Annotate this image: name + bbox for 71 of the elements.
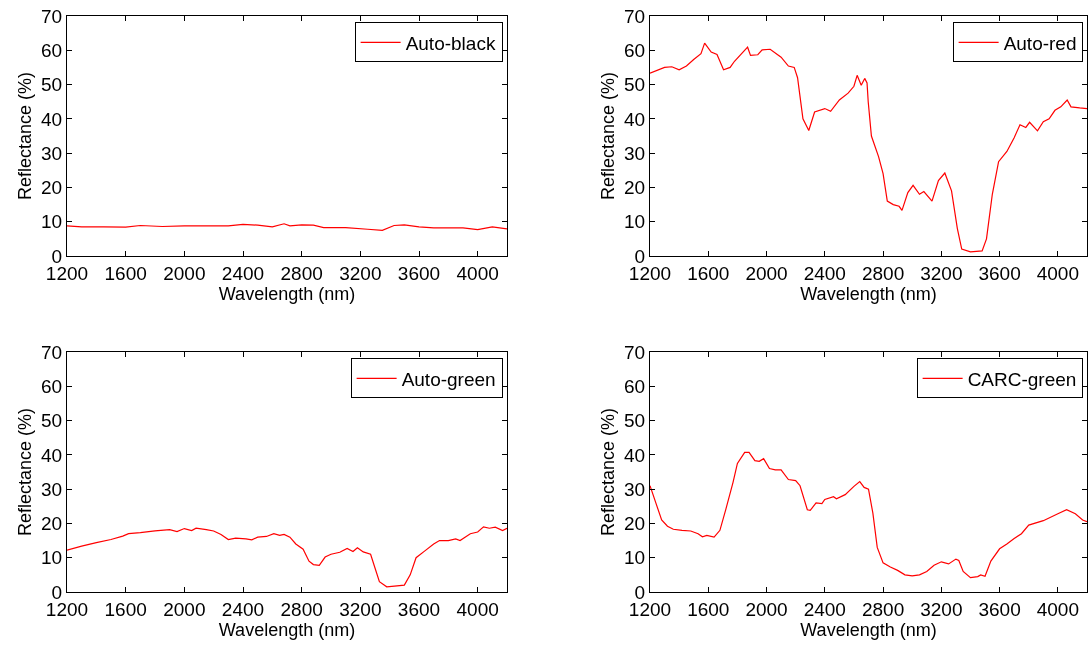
x-axis-title: Wavelength (nm) [218,619,356,640]
y-tick-label: 10 [624,547,646,569]
y-tick-label: 30 [41,142,63,164]
y-tick-label: 40 [624,444,646,466]
y-axis-title: Reflectance (%) [15,407,36,537]
y-tick-label: 50 [624,74,646,96]
y-tick-label: 70 [41,5,63,27]
y-tick-label: 70 [624,341,646,363]
y-tick-label: 30 [624,478,646,500]
y-tick-label: 50 [41,74,63,96]
y-tick-label: 10 [41,211,63,233]
x-tick-label: 3600 [978,262,1021,284]
x-tick-label: 2800 [861,262,905,284]
legend-label: Auto-red [1003,32,1077,54]
x-tick-label: 1600 [104,598,147,620]
y-tick-label: 60 [624,39,646,61]
x-tick-label: 4000 [456,598,499,620]
x-tick-label: 3600 [397,598,441,620]
x-tick-label: 3200 [920,262,963,284]
x-tick-label: 2800 [280,262,323,284]
x-tick-label: 4000 [456,262,499,284]
x-tick-label: 2400 [221,262,265,284]
line-series [67,526,507,588]
x-tick-label: 1600 [104,262,147,284]
y-tick-label: 70 [624,5,646,27]
y-tick-label: 60 [41,39,63,61]
x-tick-label: 3200 [920,598,963,620]
y-tick-label: 10 [41,547,63,569]
legend-label: Auto-green [401,368,496,390]
y-tick-label: 30 [624,142,646,164]
y-tick-label: 40 [41,444,63,466]
x-tick-label: 2400 [221,598,265,620]
x-tick-label: 1600 [687,262,730,284]
x-tick-label: 2800 [280,598,323,620]
x-tick-label: 2000 [163,598,206,620]
y-tick-label: 50 [41,410,63,432]
y-tick-label: 20 [41,513,63,535]
x-axis-title: Wavelength (nm) [800,283,937,304]
x-axis-title: Wavelength (nm) [218,283,356,304]
line-series [67,223,507,231]
x-tick-label: 3200 [339,262,382,284]
x-tick-label: 2000 [745,598,788,620]
x-tick-label: 4000 [1036,262,1080,284]
line-series [650,451,1087,579]
y-axis-title: Reflectance (%) [15,71,36,201]
y-tick-label: 20 [41,177,63,199]
x-tick-label: 2800 [861,598,905,620]
y-tick-label: 20 [624,177,646,199]
x-tick-label: 3200 [339,598,382,620]
x-axis-title: Wavelength (nm) [800,619,937,640]
y-tick-label: 10 [624,211,646,233]
y-tick-label: 60 [41,375,63,397]
x-tick-label: 3600 [978,598,1021,620]
y-tick-label: 50 [624,410,646,432]
legend-label: Auto-black [405,32,496,54]
y-tick-label: 40 [41,108,63,130]
x-tick-label: 3600 [397,262,441,284]
y-tick-label: 60 [624,375,646,397]
y-tick-label: 40 [624,108,646,130]
y-axis-title: Reflectance (%) [598,71,619,201]
y-axis-title: Reflectance (%) [598,407,619,537]
x-tick-label: 2400 [803,262,846,284]
x-tick-label: 2000 [163,262,206,284]
x-tick-label: 1600 [687,598,730,620]
x-tick-label: 4000 [1036,598,1080,620]
legend-label: CARC-green [967,368,1077,390]
y-tick-label: 70 [41,341,63,363]
x-tick-label: 2400 [803,598,846,620]
x-tick-label: 2000 [745,262,788,284]
y-tick-label: 30 [41,478,63,500]
y-tick-label: 20 [624,513,646,535]
